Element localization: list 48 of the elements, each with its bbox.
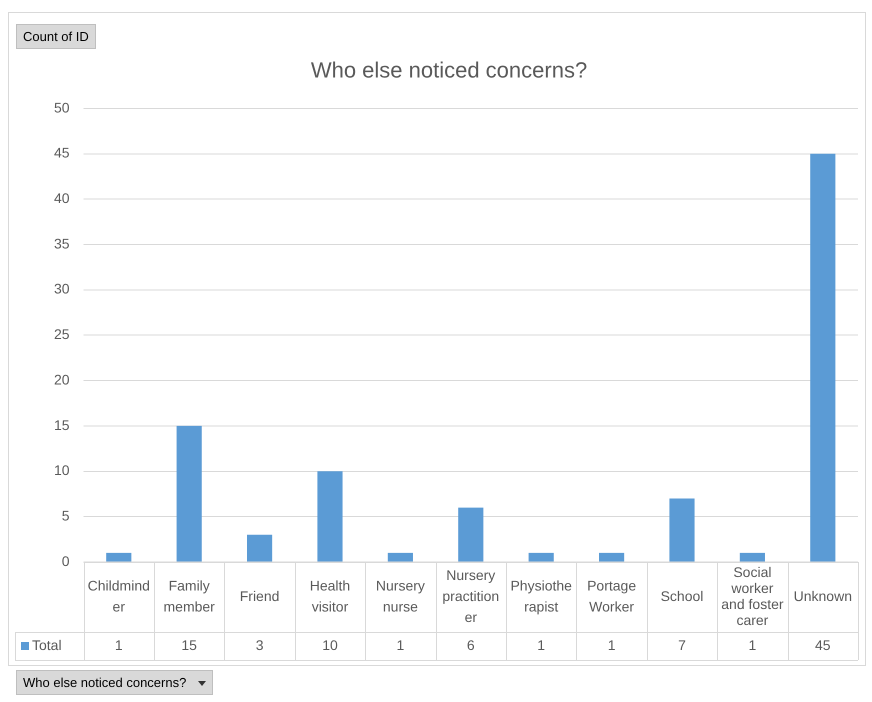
x-tick-label: School (660, 588, 704, 604)
bar (176, 426, 202, 562)
y-tick-label: 0 (62, 552, 70, 569)
y-tick-label: 35 (54, 235, 70, 252)
bar (810, 154, 836, 562)
data-label: 3 (256, 636, 264, 653)
y-tick-label: 30 (54, 280, 70, 297)
y-tick-label: 45 (54, 144, 70, 161)
y-tick-label: 10 (54, 462, 70, 478)
y-tick-label: 15 (54, 416, 70, 433)
data-label: 1 (748, 636, 756, 653)
data-label: 1 (114, 636, 123, 653)
x-tick-label: Health visitor (310, 577, 350, 614)
bar (669, 498, 695, 562)
x-tick-label: Childminder (88, 577, 150, 614)
data-label: 1 (608, 636, 616, 653)
x-tick-label: Friend (240, 588, 280, 604)
data-label: 10 (322, 636, 338, 653)
data-label: 6 (466, 636, 475, 653)
legend-label: Total (32, 636, 62, 653)
text: Who else noticed concerns? (16, 670, 213, 695)
bar (246, 534, 272, 562)
bar (740, 552, 765, 562)
data-label: 45 (815, 636, 831, 653)
x-tick-label: Unknown (794, 588, 852, 604)
x-tick-label: Nursery nurse (376, 577, 425, 614)
x-tick-label: Physiotherapist (510, 577, 572, 614)
data-label: 7 (678, 636, 686, 653)
x-tick-label: Nursery practitioner (442, 566, 500, 625)
bar (388, 552, 413, 562)
x-tick-label: Family member (163, 577, 216, 614)
bar (599, 552, 624, 562)
bar (106, 552, 132, 562)
data-label: 1 (537, 636, 546, 653)
x-tick-label: Portage Worker (587, 577, 636, 614)
data-label: 15 (181, 636, 198, 653)
x-tick-label: Social worker and foster carer (721, 564, 784, 628)
text: Count of ID (16, 24, 96, 49)
y-tick-label: 20 (54, 371, 70, 388)
data-label: 1 (396, 636, 404, 653)
y-tick-label: 50 (54, 99, 70, 116)
bar (317, 471, 343, 562)
y-tick-label: 40 (54, 190, 70, 206)
y-tick-label: 5 (62, 508, 70, 524)
bar (528, 552, 554, 562)
y-tick-label: 25 (54, 326, 70, 342)
bar (458, 508, 484, 562)
chart-title: Who else noticed concerns? (310, 57, 588, 82)
